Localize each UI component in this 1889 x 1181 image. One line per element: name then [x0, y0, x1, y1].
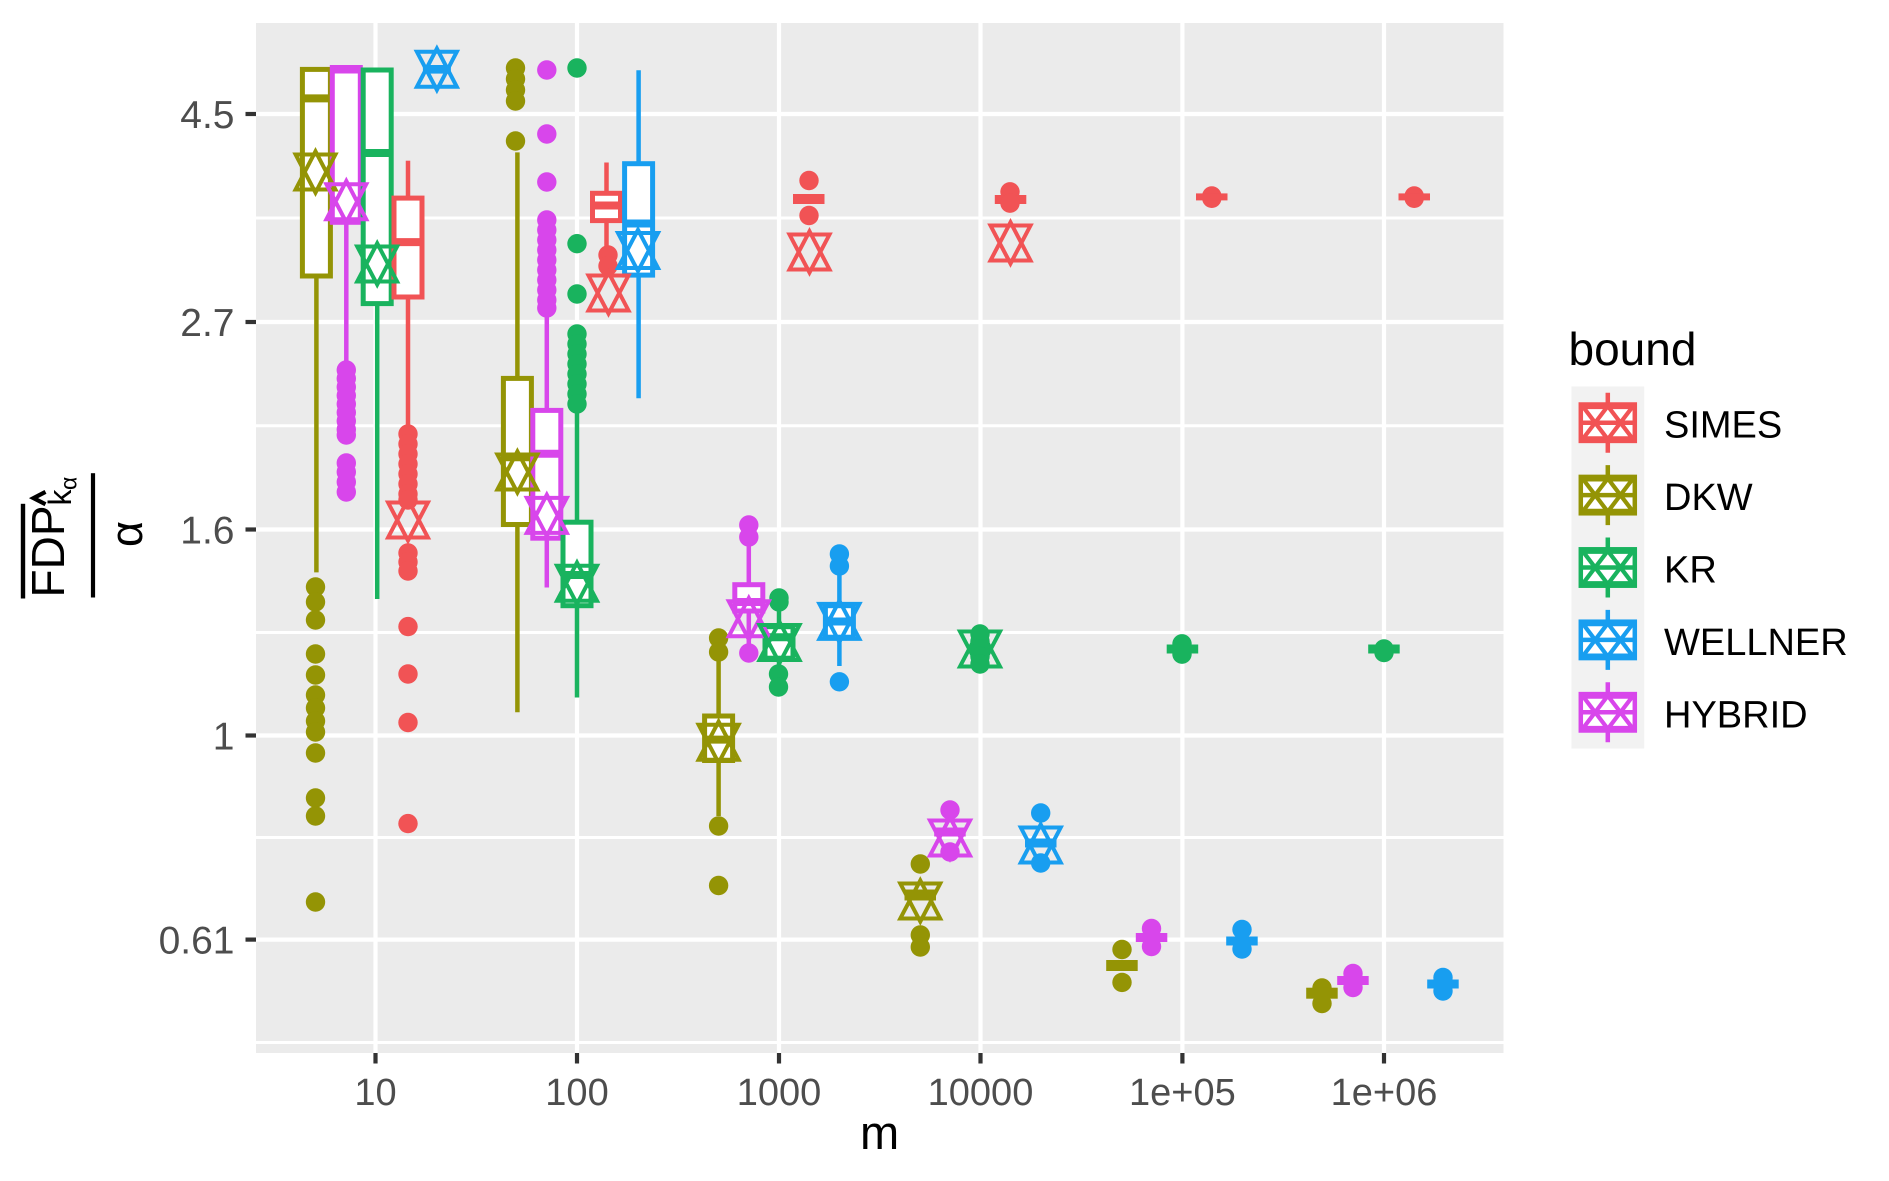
svg-text:α: α	[101, 521, 152, 547]
svg-text:DKW: DKW	[1664, 477, 1753, 519]
svg-text:1e+05: 1e+05	[1129, 1072, 1236, 1114]
svg-text:100: 100	[545, 1072, 608, 1114]
svg-text:0.61: 0.61	[159, 920, 235, 963]
svg-text:1e+06: 1e+06	[1331, 1072, 1438, 1114]
svg-text:4.5: 4.5	[180, 94, 234, 137]
svg-text:α: α	[55, 477, 81, 490]
svg-text:10000: 10000	[928, 1072, 1034, 1114]
svg-text:SIMES: SIMES	[1664, 405, 1782, 447]
svg-text:10: 10	[354, 1072, 396, 1114]
svg-text:HYBRID: HYBRID	[1664, 694, 1808, 736]
svg-text:2.7: 2.7	[180, 302, 234, 345]
svg-text:m: m	[860, 1106, 899, 1159]
svg-text:1: 1	[213, 716, 235, 759]
svg-text:k: k	[42, 489, 78, 506]
svg-text:KR: KR	[1664, 550, 1717, 592]
svg-text:WELLNER: WELLNER	[1664, 622, 1848, 664]
svg-text:1000: 1000	[737, 1072, 822, 1114]
svg-text:1.6: 1.6	[180, 510, 234, 553]
svg-text:FDP: FDP	[22, 506, 74, 598]
svg-text:bound: bound	[1569, 323, 1697, 375]
